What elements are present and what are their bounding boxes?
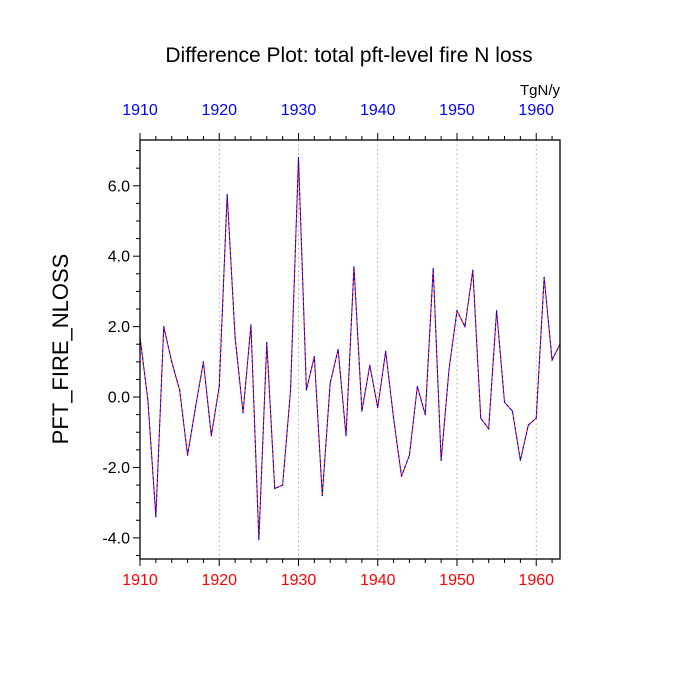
y-tick-labels: -4.0 -2.0 0.0 2.0 4.0 6.0 [102,178,130,547]
data-point-1920 [218,385,220,388]
data-point-1956 [503,401,506,403]
data-point-1924 [250,324,252,326]
data-point-1962 [551,359,553,361]
data-point-1919 [210,435,212,437]
data-point-1911 [147,399,149,402]
x-tick-label-top: 1910 [122,102,158,119]
x-tick-label-bottom: 1950 [439,572,475,589]
data-point-1954 [488,428,490,430]
data-point-1931 [305,389,308,391]
data-point-1937 [353,266,355,268]
data-point-1922 [234,336,236,338]
data-point-1912 [155,516,157,518]
data-point-1945 [416,385,418,388]
y-tick-label: 4.0 [108,249,130,266]
y-tick-label: 0.0 [108,390,130,407]
data-point-1961 [543,276,545,278]
x-tick-label-bottom: 1930 [281,572,317,589]
data-point-1950 [456,310,458,312]
units-label: TgN/y [520,82,561,99]
y-tick-label: 6.0 [108,178,130,195]
data-point-1915 [179,389,181,391]
data-point-1927 [274,487,276,490]
data-point-1940 [377,406,379,409]
data-point-1957 [511,410,514,412]
data-point-1948 [440,459,442,462]
data-point-1928 [282,484,284,486]
data-point-1951 [464,326,466,328]
data-point-1944 [408,454,411,456]
data-point-1934 [329,382,331,384]
data-point-1949 [448,368,450,370]
data-point-1929 [289,389,292,391]
data-point-1923 [242,412,244,414]
y-tick-label: 2.0 [108,319,130,336]
data-point-1960 [535,417,537,419]
data-point-1952 [472,269,474,271]
x-tick-label-top: 1960 [518,102,554,119]
data-point-1942 [392,417,395,419]
data-point-1953 [480,417,482,419]
data-point-1941 [385,350,387,352]
series-layer [139,157,561,541]
y-tick-label: -2.0 [102,460,130,477]
data-point-1932 [313,355,315,358]
data-point-1938 [361,410,363,412]
data-point-1913 [163,326,165,328]
data-point-1955 [496,310,498,312]
data-point-1917 [194,406,197,409]
data-point-1914 [171,361,173,363]
tick-marks [133,133,553,566]
data-point-1925 [258,539,260,541]
data-point-1959 [527,424,529,426]
data-point-1936 [345,435,347,437]
data-point-1947 [432,267,434,270]
y-axis-label: PFT_FIRE_NLOSS [48,254,73,445]
y-tick-label: -4.0 [102,530,130,547]
data-point-1946 [424,414,426,416]
data-point-1926 [266,341,268,344]
data-point-1930 [297,157,300,159]
data-point-1958 [519,459,521,462]
x-tick-labels-top: 1910 1920 1930 1940 1950 1960 [122,102,554,119]
series-line-b [139,157,561,540]
data-point-1916 [186,454,189,456]
x-tick-labels-bottom: 1910 1920 1930 1940 1950 1960 [122,572,554,589]
chart-title: Difference Plot: total pft-level fire N … [165,44,532,67]
data-point-1918 [202,361,204,363]
x-tick-label-bottom: 1920 [201,572,237,589]
plot-frame [139,139,561,560]
x-tick-label-bottom: 1940 [360,572,396,589]
x-tick-label-top: 1930 [281,102,317,119]
data-point-1939 [369,364,371,366]
x-tick-label-bottom: 1910 [122,572,158,589]
data-point-1921 [226,193,228,196]
x-tick-label-top: 1940 [360,102,396,119]
x-tick-label-top: 1920 [201,102,237,119]
data-point-1943 [400,475,403,477]
data-point-1933 [321,495,323,497]
data-point-1935 [337,348,339,351]
x-tick-label-bottom: 1960 [518,572,554,589]
x-tick-label-top: 1950 [439,102,475,119]
